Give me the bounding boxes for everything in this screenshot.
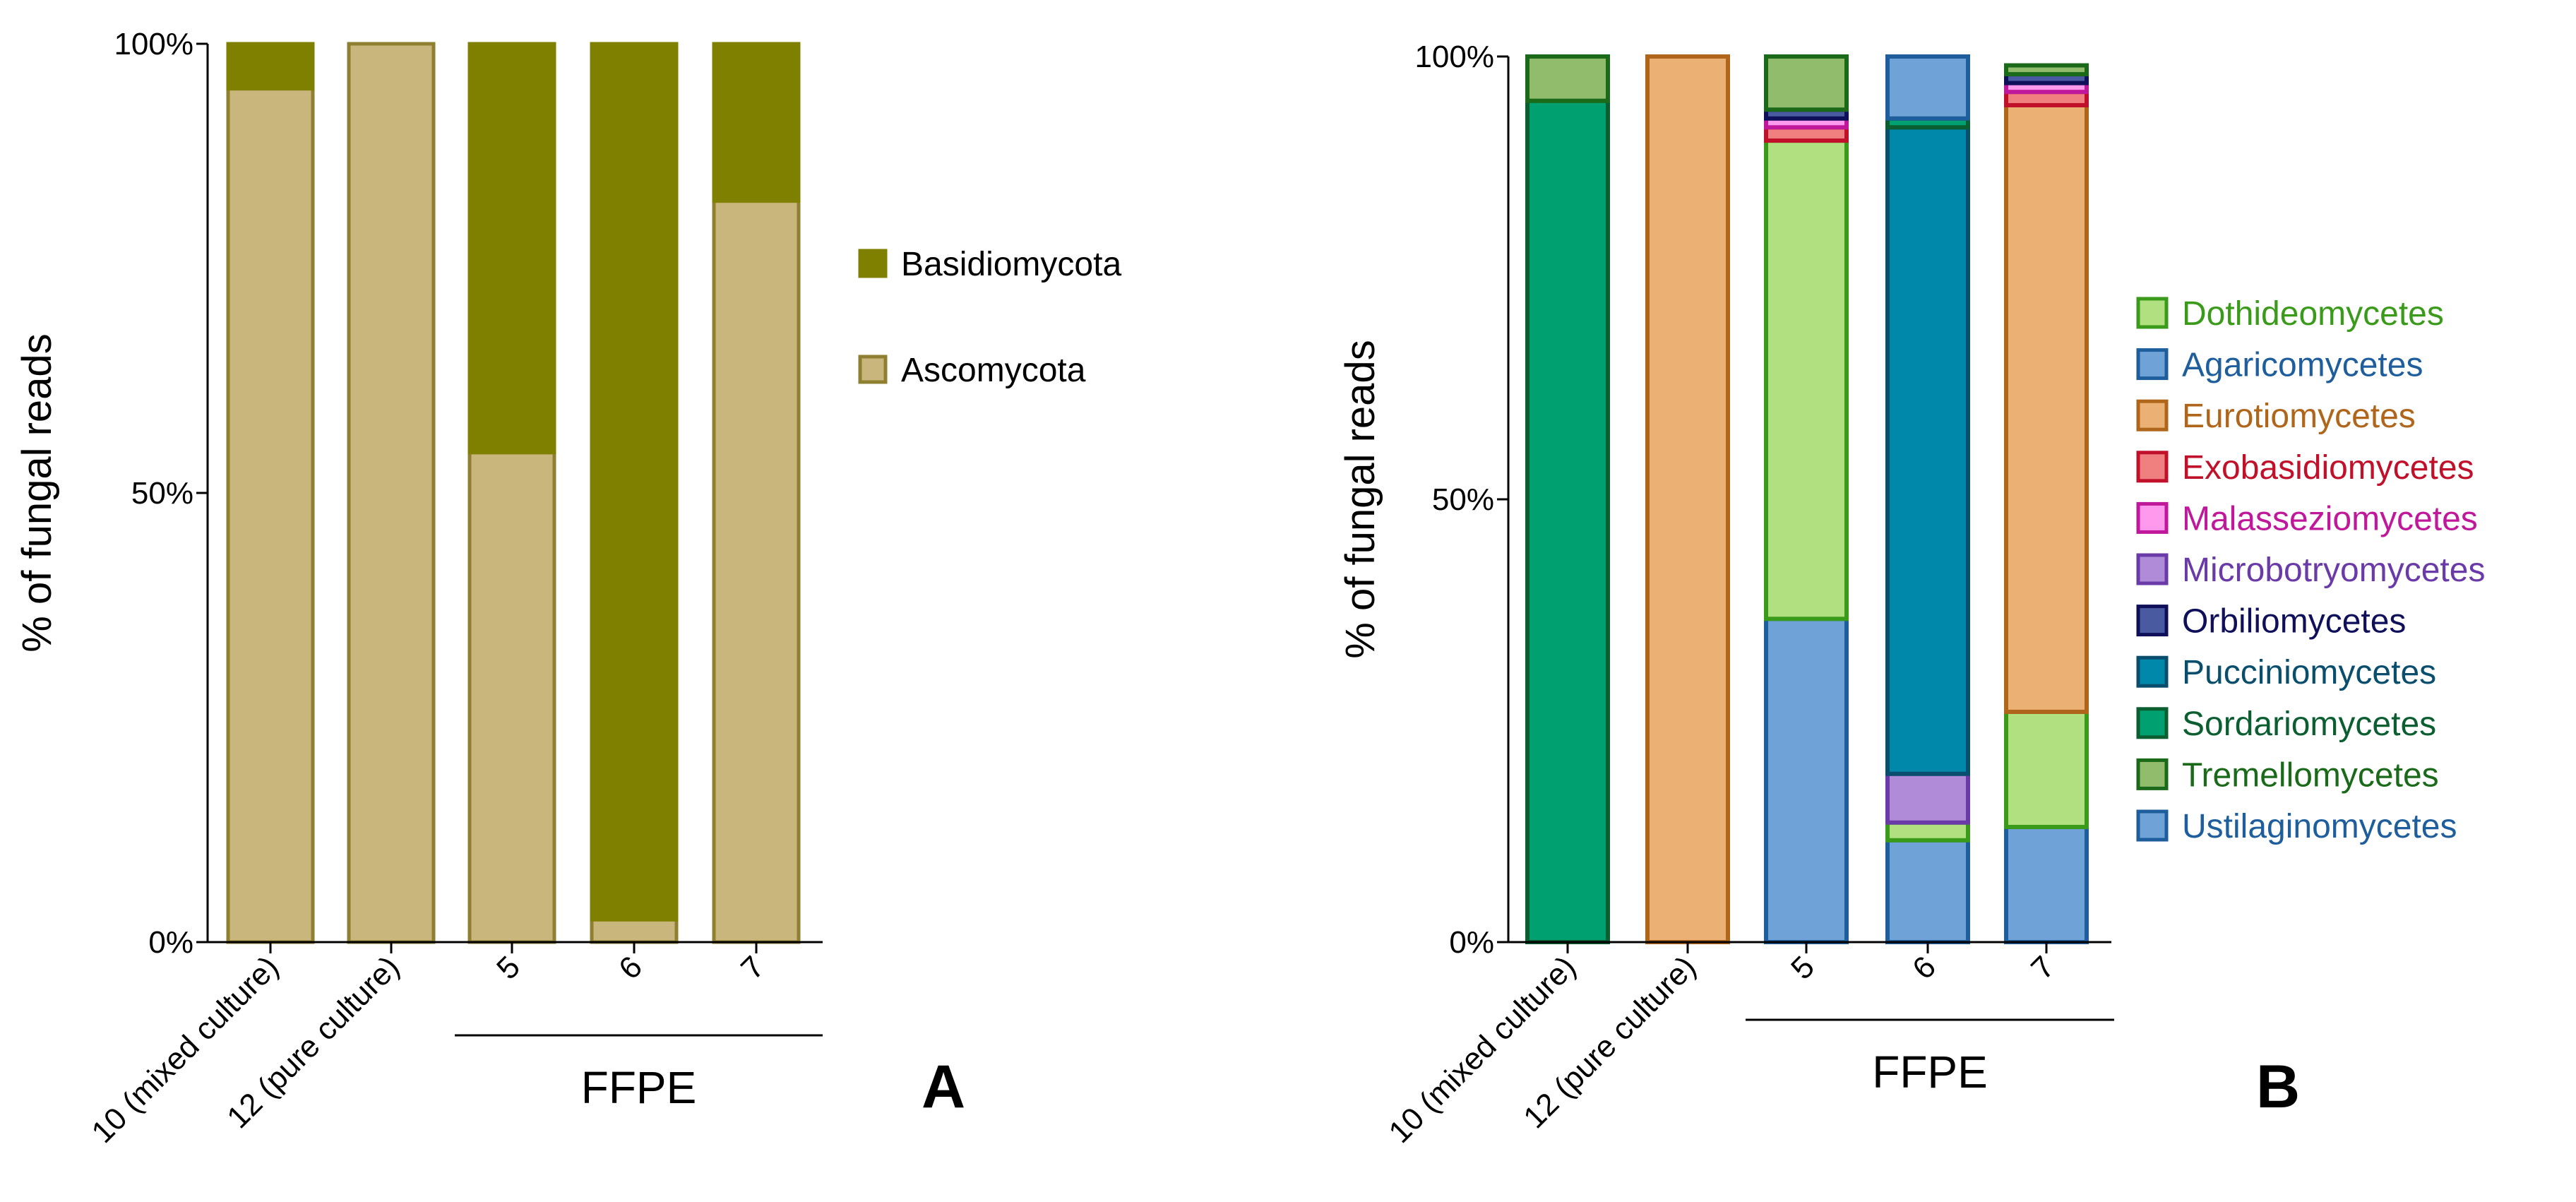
- panel-a-bar-1-ascomycota: [226, 87, 315, 944]
- panel-b-legend-label-microbotryomycetes: Microbotryomycetes: [2182, 552, 2485, 589]
- panel-b-bar-4-pucciniomycetes: [1885, 125, 1970, 776]
- panel-b-x-tick-label: 5: [1784, 949, 1821, 986]
- panel-b-legend-swatch-agaricomycetes: [2136, 348, 2169, 381]
- panel-b-chart: 0%50%100%10 (mixed culture)12 (pure cult…: [1337, 40, 2485, 1150]
- panel-b-bar-5-dothideomycetes: [2004, 709, 2089, 829]
- panel-a-group-label: FFPE: [581, 1062, 697, 1113]
- panel-b-bar-2-eurotiomycetes: [1645, 54, 1730, 944]
- panel-b-legend-swatch-malasseziomycetes: [2136, 501, 2169, 534]
- panel-b-legend-label-pucciniomycetes: Pucciniomycetes: [2182, 654, 2436, 691]
- panel-b-legend-swatch-sordariomycetes: [2136, 707, 2169, 739]
- panel-b-legend-swatch-orbiliomycetes: [2136, 605, 2169, 637]
- panel-b-legend-label-malasseziomycetes: Malasseziomycetes: [2182, 500, 2478, 537]
- panel-a-legend-swatch-basidiomycota: [858, 249, 888, 278]
- panel-b-legend-label-agaricomycetes: Agaricomycetes: [2182, 347, 2423, 384]
- panel-b-bar-5-tremellomycetes: [2004, 63, 2089, 77]
- panel-b-bar-1-tremellomycetes: [1525, 54, 1610, 103]
- panel-b-y-tick-label: 0%: [1449, 925, 1494, 960]
- panel-b-legend-label-sordariomycetes: Sordariomycetes: [2182, 706, 2436, 743]
- panel-a-bar-4-basidiomycota: [590, 42, 679, 922]
- panel-b-bar-3-dothideomycetes: [1764, 138, 1849, 621]
- panel-b-legend-swatch-tremellomycetes: [2136, 758, 2169, 790]
- panel-b-y-tick-label: 50%: [1432, 482, 1494, 517]
- panel-a-legend-label-ascomycota: Ascomycota: [901, 352, 1086, 389]
- panel-b-letter: B: [2256, 1053, 2300, 1121]
- panel-b-legend-label-exobasidiomycetes: Exobasidiomycetes: [2182, 449, 2474, 487]
- panel-a-x-tick-label: 7: [734, 949, 771, 986]
- panel-b-x-tick-label: 7: [2025, 949, 2061, 986]
- panel-a-x-tick-label: 6: [612, 949, 649, 986]
- panel-b-bar-4-dothideomycetes: [1885, 820, 1970, 843]
- panel-a-y-tick-label: 0%: [148, 925, 193, 960]
- panel-b-y-axis-title: % of fungal reads: [1337, 340, 1383, 658]
- panel-b-legend-label-eurotiomycetes: Eurotiomycetes: [2182, 398, 2416, 435]
- panel-b-bar-4-microbotryomycetes: [1885, 771, 1970, 825]
- panel-b-group-label: FFPE: [1872, 1047, 1988, 1097]
- panel-b-legend-swatch-exobasidiomycetes: [2136, 451, 2169, 483]
- panel-a-letter: A: [922, 1053, 965, 1121]
- panel-a-bar-2-ascomycota: [347, 42, 436, 944]
- panel-a-legend-swatch-ascomycota: [858, 355, 888, 384]
- panel-b-bar-4-ustilaginomycetes: [1885, 838, 1970, 945]
- panel-b-legend-swatch-eurotiomycetes: [2136, 399, 2169, 432]
- panel-b-bar-5-eurotiomycetes: [2004, 102, 2089, 714]
- panel-b-legend-label-tremellomycetes: Tremellomycetes: [2182, 756, 2439, 794]
- panel-a-bar-3-basidiomycota: [467, 42, 556, 455]
- panel-a-bar-5-basidiomycota: [712, 42, 801, 203]
- panel-b-legend-label-ustilaginomycetes: Ustilaginomycetes: [2182, 808, 2457, 845]
- panel-a-y-axis-title: % of fungal reads: [14, 333, 60, 652]
- panel-a-bar-4-ascomycota: [590, 917, 679, 944]
- panel-a-chart: 0%50%100%10 (mixed culture)12 (pure cult…: [14, 27, 1121, 1150]
- panel-a-legend-label-basidiomycota: Basidiomycota: [901, 246, 1121, 283]
- panel-a-bar-5-ascomycota: [712, 199, 801, 944]
- panel-b-y-tick-label: 100%: [1414, 40, 1494, 74]
- panel-b-bar-4-agaricomycetes: [1885, 54, 1970, 121]
- panel-a-y-tick-label: 100%: [114, 27, 193, 61]
- panel-b-bar-5-ustilaginomycetes: [2004, 824, 2089, 944]
- panel-b-bar-3-ustilaginomycetes: [1764, 617, 1849, 944]
- panel-b-legend-swatch-pucciniomycetes: [2136, 655, 2169, 688]
- panel-b-bar-1-sordariomycetes: [1525, 98, 1610, 945]
- panel-b-legend-label-dothideomycetes: Dothideomycetes: [2182, 295, 2444, 333]
- panel-b-legend-swatch-ustilaginomycetes: [2136, 809, 2169, 842]
- panel-b-legend-swatch-dothideomycetes: [2136, 297, 2169, 329]
- panel-b-x-tick-label: 6: [1906, 949, 1943, 986]
- panel-b-legend-swatch-microbotryomycetes: [2136, 553, 2169, 585]
- panel-a-bar-3-ascomycota: [467, 451, 556, 944]
- panel-b-bar-3-tremellomycetes: [1764, 54, 1849, 112]
- panel-b-legend-label-orbiliomycetes: Orbiliomycetes: [2182, 603, 2406, 641]
- panel-a-y-tick-label: 50%: [131, 476, 193, 511]
- panel-a-bar-1-basidiomycota: [226, 42, 315, 91]
- panel-a-x-tick-label: 5: [490, 949, 527, 986]
